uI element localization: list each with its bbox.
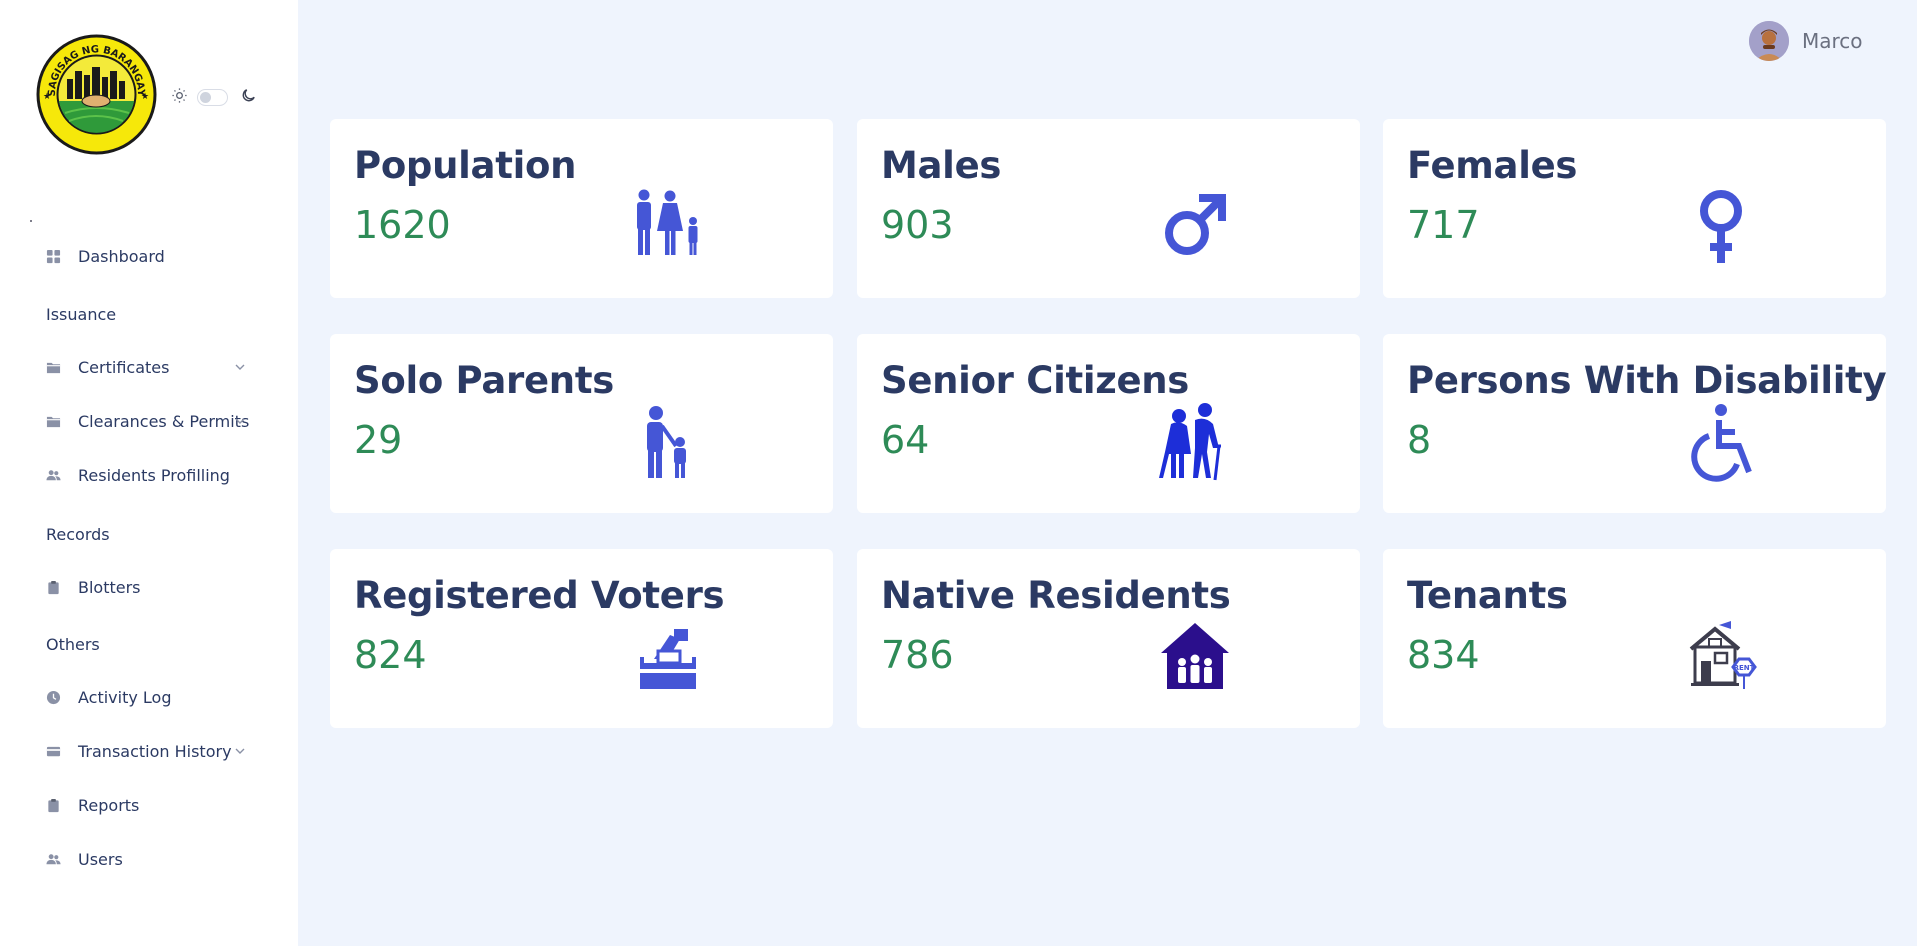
sidebar-item-certificates[interactable]: Certificates [46, 355, 169, 379]
house-rent-icon: RENT [1683, 617, 1759, 697]
chevron-down-icon[interactable] [233, 360, 247, 374]
sidebar-item-label: Certificates [78, 357, 170, 377]
sidebar-item-reports[interactable]: Reports [46, 793, 139, 817]
card-value: 8 [1407, 418, 1432, 462]
stat-card-native-residents: Native Residents 786 [857, 549, 1360, 728]
svg-text:★: ★ [141, 92, 149, 102]
sidebar-item-label: Blotters [78, 577, 141, 597]
card-title: Native Residents [881, 574, 1231, 617]
ballot-box-icon [630, 617, 706, 697]
card-title: Solo Parents [354, 359, 614, 402]
folder-icon [46, 360, 61, 375]
sidebar-item-label: Reports [78, 795, 140, 815]
user-menu[interactable]: Marco [1749, 21, 1863, 61]
chevron-down-icon[interactable] [233, 744, 247, 758]
folder-icon [46, 414, 61, 429]
stat-card-population: Population 1620 [330, 119, 833, 298]
stat-card-solo-parents: Solo Parents 29 [330, 334, 833, 513]
card-value: 717 [1407, 203, 1480, 247]
sidebar-item-activity-log[interactable]: Activity Log [46, 685, 172, 709]
sidebar-item-label: Transaction History [78, 741, 232, 761]
house-family-icon [1157, 617, 1233, 697]
stat-card-senior-citizens: Senior Citizens 64 [857, 334, 1360, 513]
card-title: Tenants [1407, 574, 1568, 617]
card-value: 64 [881, 418, 930, 462]
section-others: Others [46, 635, 100, 654]
barangay-logo: SAGISAG NG BARANGAY ★ ★ [35, 33, 158, 156]
stat-card-females: Females 717 [1383, 119, 1886, 298]
card-icon [46, 744, 61, 759]
theme-toggle[interactable] [197, 89, 228, 106]
card-value: 1620 [354, 203, 451, 247]
parent-child-icon [630, 402, 706, 482]
sidebar-item-blotters[interactable]: Blotters [46, 575, 141, 599]
chevron-down-icon[interactable] [233, 414, 247, 428]
sidebar-item-residents[interactable]: Residents Profilling [46, 463, 230, 487]
family-icon [630, 187, 706, 267]
wheelchair-icon [1683, 402, 1759, 482]
card-value: 903 [881, 203, 954, 247]
stat-card-tenants: Tenants 834 RENT [1383, 549, 1886, 728]
avatar[interactable] [1749, 21, 1789, 61]
stat-card-persons-with-disability: Persons With Disability 8 [1383, 334, 1887, 513]
theme-switcher[interactable] [171, 87, 257, 108]
card-value: 824 [354, 633, 427, 677]
card-title: Senior Citizens [881, 359, 1190, 402]
card-title: Males [881, 144, 1002, 187]
separator-dot [30, 220, 32, 222]
card-title: Population [354, 144, 577, 187]
sidebar-item-users[interactable]: Users [46, 847, 123, 871]
card-value: 29 [354, 418, 403, 462]
clipboard-icon [46, 580, 61, 595]
grid-icon [46, 249, 61, 264]
sidebar-item-clearances[interactable]: Clearances & Permits [46, 409, 249, 433]
sidebar-item-label: Dashboard [78, 246, 165, 266]
user-name: Marco [1802, 29, 1863, 53]
sidebar-item-transaction-history[interactable]: Transaction History [46, 739, 232, 763]
sidebar-item-label: Activity Log [78, 687, 172, 707]
male-symbol-icon [1157, 187, 1233, 267]
section-records: Records [46, 525, 110, 544]
sun-icon[interactable] [171, 87, 188, 108]
stat-card-registered-voters: Registered Voters 824 [330, 549, 833, 728]
sidebar-item-dashboard[interactable]: Dashboard [46, 244, 165, 268]
stat-card-males: Males 903 [857, 119, 1360, 298]
card-value: 786 [881, 633, 954, 677]
clock-icon [46, 690, 61, 705]
card-title: Persons With Disability [1407, 359, 1887, 402]
elderly-couple-icon [1157, 402, 1233, 482]
sidebar-item-label: Users [78, 849, 123, 869]
clipboard-icon [46, 798, 61, 813]
users-icon [46, 852, 61, 867]
section-issuance: Issuance [46, 305, 117, 324]
moon-icon[interactable] [240, 87, 257, 108]
card-title: Females [1407, 144, 1578, 187]
card-title: Registered Voters [354, 574, 725, 617]
female-symbol-icon [1683, 187, 1759, 267]
sidebar-item-label: Residents Profilling [78, 465, 230, 485]
sidebar-item-label: Clearances & Permits [78, 411, 250, 431]
users-icon [46, 468, 61, 483]
card-value: 834 [1407, 633, 1480, 677]
sidebar: SAGISAG NG BARANGAY ★ ★ Dashboard Issuan… [0, 0, 298, 946]
svg-text:RENT: RENT [1734, 664, 1755, 672]
svg-text:★: ★ [43, 92, 51, 102]
